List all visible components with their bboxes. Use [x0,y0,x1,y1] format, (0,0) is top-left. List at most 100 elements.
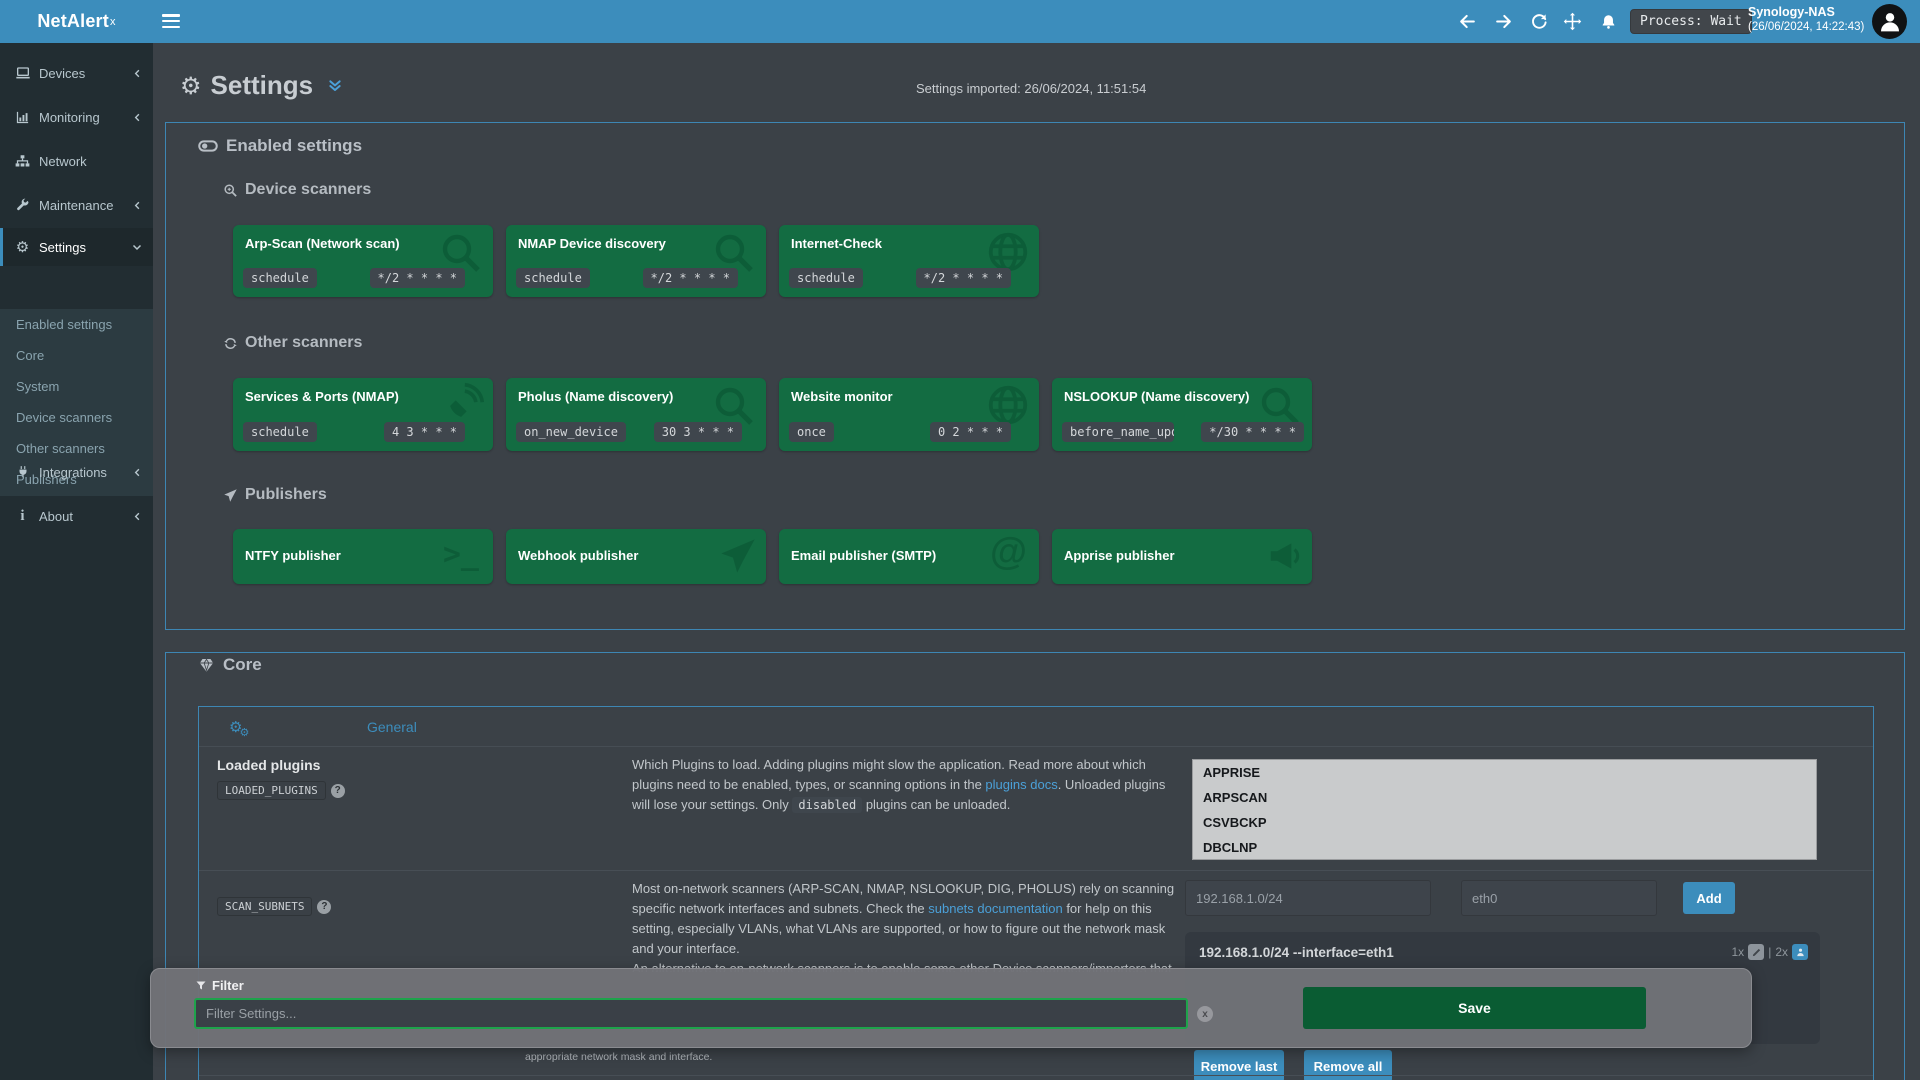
sidebar-item-maintenance[interactable]: Maintenance [0,186,153,224]
sidebar-item-monitoring[interactable]: Monitoring [0,98,153,136]
add-subnet-button[interactable]: Add [1683,882,1735,914]
device-scanner-cards: Arp-Scan (Network scan) schedule */2 * * … [233,225,1039,297]
card-pholus[interactable]: Pholus (Name discovery) on_new_device 30 … [506,378,766,451]
card-webhook[interactable]: Webhook publisher [506,529,766,584]
bullhorn-icon [1266,537,1304,575]
loaded-plugins-key: LOADED_PLUGINS ? [217,781,345,800]
plugin-option[interactable]: CSVBCKP [1203,815,1267,830]
chevron-left-icon [132,112,143,123]
plugin-option[interactable]: ARPSCAN [1203,790,1268,805]
schedule-badge: schedule [516,268,590,288]
subnet-entry-text: 192.168.1.0/24 --interface=eth1 [1199,944,1394,960]
sidebar-item-label: Devices [39,65,86,81]
plugin-option[interactable]: DBCLNP [1203,840,1258,855]
magnifier-icon [710,229,758,277]
user-avatar[interactable] [1872,4,1907,39]
save-button[interactable]: Save [1303,987,1646,1029]
sidebar-item-label: Monitoring [39,109,100,125]
bell-icon[interactable] [1600,0,1617,43]
plugin-option[interactable]: APPRISE [1203,765,1261,780]
sidebar-item-devices[interactable]: Devices [0,54,153,92]
host-info: Synology-NAS (26/06/2024, 14:22:43) [1748,5,1864,35]
sidebar-toggle-icon[interactable] [160,12,182,30]
submenu-item-device-scanners[interactable]: Device scanners [16,410,113,425]
disabled-code-chip: disabled [792,797,863,813]
gear-icon: ⚙ [180,71,202,100]
subnets-doc-link[interactable]: subnets documentation [928,901,1063,916]
laptop-icon [14,65,31,81]
nav-back-icon[interactable] [1458,0,1477,43]
scan-subnets-description-behind: appropriate network mask and interface. [525,1051,713,1063]
cron-badge: */2 * * * * [915,268,1011,288]
enabled-settings-section: Enabled settings Device scanners Arp-Sca… [165,122,1905,630]
submenu-item-core[interactable]: Core [16,348,45,363]
cron-badge: */2 * * * * [369,268,465,288]
host-name: Synology-NAS [1748,5,1835,19]
card-apprise[interactable]: Apprise publisher [1052,529,1312,584]
sidebar-item-about[interactable]: i About [0,497,153,535]
card-arp-scan[interactable]: Arp-Scan (Network scan) schedule */2 * * … [233,225,493,297]
card-email-smtp[interactable]: Email publisher (SMTP) @ [779,529,1039,584]
interface-input[interactable] [1461,880,1657,916]
chevron-left-icon [132,200,143,211]
other-scanner-cards: Services & Ports (NMAP) schedule 4 3 * * … [233,378,1312,451]
schedule-badge: before_name_upd [1062,422,1174,442]
assign-icon[interactable] [1792,944,1808,960]
clear-filter-icon[interactable]: x [1197,1006,1213,1022]
collapse-all-icon[interactable] [327,77,343,95]
plugins-docs-link[interactable]: plugins docs [985,777,1058,792]
loaded-plugins-listbox[interactable]: APPRISE ARPSCAN CSVBCKP DBCLNP [1192,759,1817,860]
filter-settings-input[interactable] [194,998,1188,1029]
at-sign-icon: @ [989,531,1027,573]
tab-general[interactable]: General [367,718,417,735]
terminal-icon: >_ [442,537,479,572]
cron-badge: */30 * * * * [1201,422,1304,442]
submenu-item-publishers[interactable]: Publishers [16,472,77,487]
magnifier-icon [710,382,758,430]
filter-overlay: Filter x Save [150,968,1752,1048]
gem-icon [198,657,215,673]
magnifier-icon [1256,382,1304,430]
edit-icon[interactable] [1748,944,1765,960]
sidebar-item-settings[interactable]: ⚙ Settings [0,228,153,266]
chevron-down-icon [131,241,143,253]
card-internet-check[interactable]: Internet-Check schedule */2 * * * * [779,225,1039,297]
card-nmap-discovery[interactable]: NMAP Device discovery schedule */2 * * * … [506,225,766,297]
card-ntfy[interactable]: NTFY publisher >_ [233,529,493,584]
scan-subnets-description: Most on-network scanners (ARP-SCAN, NMAP… [632,881,1175,956]
sidebar-item-label: About [39,508,73,524]
magnifier-plus-icon [223,183,238,198]
submenu-item-other-scanners[interactable]: Other scanners [16,441,105,456]
gears-icon: ⚙⚙ [229,717,250,739]
wrench-icon [14,198,31,213]
schedule-badge: once [789,422,834,442]
sidebar-item-network[interactable]: Network [0,142,153,180]
loaded-plugins-label: Loaded plugins [217,757,321,773]
submenu-item-system[interactable]: System [16,379,60,394]
card-website-monitor[interactable]: Website monitor once 0 2 * * * [779,378,1039,451]
sidebar: Devices Monitoring Network Maintenance ⚙… [0,43,153,1080]
move-icon[interactable] [1563,0,1582,43]
question-icon[interactable]: ? [317,899,332,914]
row-divider [199,870,1873,871]
submenu-item-enabled-settings[interactable]: Enabled settings [16,317,113,332]
sitemap-icon [14,154,31,169]
schedule-badge: schedule [243,422,317,442]
plug-icon [14,465,31,479]
refresh-icon[interactable] [1529,0,1548,43]
nav-forward-icon[interactable] [1494,0,1513,43]
host-time: (26/06/2024, 14:22:43) [1748,21,1865,33]
app-logo[interactable]: NetAlert x [0,0,153,43]
filter-label: Filter [195,978,244,993]
card-nslookup[interactable]: NSLOOKUP (Name discovery) before_name_up… [1052,378,1312,451]
scan-subnets-description-partial: An alternative to on-network scanners is… [632,961,1172,972]
enabled-settings-heading: Enabled settings [198,136,362,156]
question-icon[interactable]: ? [330,783,345,798]
subnet-input[interactable] [1185,880,1431,916]
toggle-icon [198,139,218,153]
card-services-ports[interactable]: Services & Ports (NMAP) schedule 4 3 * * … [233,378,493,451]
paper-plane-icon [223,488,238,503]
sidebar-item-integrations[interactable]: Integrations [0,453,153,491]
other-scanners-heading: Other scanners [223,334,362,352]
cron-badge: 0 2 * * * [929,422,1011,442]
